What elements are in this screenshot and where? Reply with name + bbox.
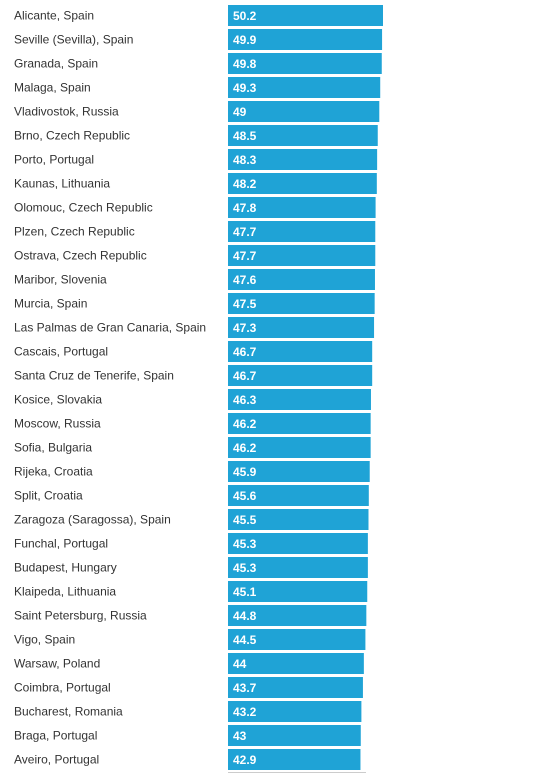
- category-label: Maribor, Slovenia: [14, 273, 107, 287]
- bar: [228, 557, 368, 578]
- category-label: Warsaw, Poland: [14, 657, 100, 671]
- bar: [228, 749, 361, 770]
- category-label: Saint Petersburg, Russia: [14, 609, 147, 623]
- value-label: 49.8: [233, 57, 257, 71]
- category-label: Aveiro, Portugal: [14, 753, 99, 767]
- category-label: Budapest, Hungary: [14, 561, 117, 575]
- value-label: 46.7: [233, 369, 257, 383]
- category-label: Zaragoza (Saragossa), Spain: [14, 513, 171, 527]
- value-label: 46.2: [233, 417, 257, 431]
- value-label: 47.5: [233, 297, 257, 311]
- bar: [228, 5, 383, 26]
- value-label: 45.9: [233, 465, 257, 479]
- bar: [228, 701, 362, 722]
- bar: [228, 269, 375, 290]
- bar: [228, 341, 373, 362]
- value-label: 43.7: [233, 681, 257, 695]
- category-label: Funchal, Portugal: [14, 537, 108, 551]
- bar: [228, 293, 375, 314]
- bar: [228, 101, 380, 122]
- bar: [228, 125, 378, 146]
- category-label: Brno, Czech Republic: [14, 129, 130, 143]
- category-label: Sofia, Bulgaria: [14, 441, 92, 455]
- value-label: 44.8: [233, 609, 257, 623]
- value-label: 43: [233, 729, 247, 743]
- category-label: Olomouc, Czech Republic: [14, 201, 153, 215]
- value-label: 45.5: [233, 513, 257, 527]
- value-label: 42.9: [233, 753, 257, 767]
- bar: [228, 365, 373, 386]
- bar: [228, 389, 371, 410]
- value-label: 44: [233, 657, 247, 671]
- value-label: 45.3: [233, 537, 257, 551]
- category-label: Granada, Spain: [14, 57, 98, 71]
- bar: [228, 149, 378, 170]
- category-label: Cascais, Portugal: [14, 345, 108, 359]
- bar: [228, 77, 381, 98]
- category-label: Kosice, Slovakia: [14, 393, 102, 407]
- value-label: 46.7: [233, 345, 257, 359]
- category-label: Las Palmas de Gran Canaria, Spain: [14, 321, 206, 335]
- value-label: 43.2: [233, 705, 257, 719]
- category-label: Malaga, Spain: [14, 81, 91, 95]
- value-label: 44.5: [233, 633, 257, 647]
- category-label: Porto, Portugal: [14, 153, 94, 167]
- category-label: Braga, Portugal: [14, 729, 97, 743]
- bar: [228, 581, 368, 602]
- category-label: Rijeka, Croatia: [14, 465, 93, 479]
- value-label: 45.1: [233, 585, 257, 599]
- bar: [228, 533, 368, 554]
- category-label: Murcia, Spain: [14, 297, 87, 311]
- value-label: 47.7: [233, 225, 257, 239]
- chart-rows: Alicante, Spain 50.2 Seville (Sevilla), Sp…: [14, 5, 383, 773]
- value-label: 46.3: [233, 393, 257, 407]
- bar: [228, 629, 366, 650]
- category-label: Kaunas, Lithuania: [14, 177, 110, 191]
- value-label: 50.2: [233, 9, 257, 23]
- category-label: Bucharest, Romania: [14, 705, 123, 719]
- category-label: Split, Croatia: [14, 489, 83, 503]
- category-label: Ostrava, Czech Republic: [14, 249, 147, 263]
- category-label: Alicante, Spain: [14, 9, 94, 23]
- value-label: 49.9: [233, 33, 257, 47]
- category-label: Klaipeda, Lithuania: [14, 585, 116, 599]
- value-label: 48.2: [233, 177, 257, 191]
- bar: [228, 485, 369, 506]
- value-label: 48.3: [233, 153, 257, 167]
- bar: [228, 461, 370, 482]
- bar: [228, 437, 371, 458]
- value-label: 47.6: [233, 273, 257, 287]
- bar: [228, 197, 376, 218]
- value-label: 49.3: [233, 81, 257, 95]
- category-label: Vigo, Spain: [14, 633, 75, 647]
- bar: [228, 413, 371, 434]
- bar: [228, 29, 383, 50]
- bar: [228, 605, 367, 626]
- value-label: 47.7: [233, 249, 257, 263]
- bar: [228, 245, 376, 266]
- bar: [228, 317, 375, 338]
- value-label: 45.3: [233, 561, 257, 575]
- value-label: 48.5: [233, 129, 257, 143]
- value-label: 47.3: [233, 321, 257, 335]
- value-label: 47.8: [233, 201, 257, 215]
- value-label: 46.2: [233, 441, 257, 455]
- category-label: Plzen, Czech Republic: [14, 225, 135, 239]
- bar: [228, 53, 382, 74]
- bar: [228, 173, 377, 194]
- bar: [228, 653, 364, 674]
- category-label: Santa Cruz de Tenerife, Spain: [14, 369, 174, 383]
- category-label: Seville (Sevilla), Spain: [14, 33, 133, 47]
- bar: [228, 725, 361, 746]
- category-label: Coimbra, Portugal: [14, 681, 111, 695]
- category-label: Vladivostok, Russia: [14, 105, 119, 119]
- bar: [228, 221, 376, 242]
- bar: [228, 509, 369, 530]
- value-label: 45.6: [233, 489, 257, 503]
- bar: [228, 677, 363, 698]
- value-label: 49: [233, 105, 247, 119]
- category-label: Moscow, Russia: [14, 417, 101, 431]
